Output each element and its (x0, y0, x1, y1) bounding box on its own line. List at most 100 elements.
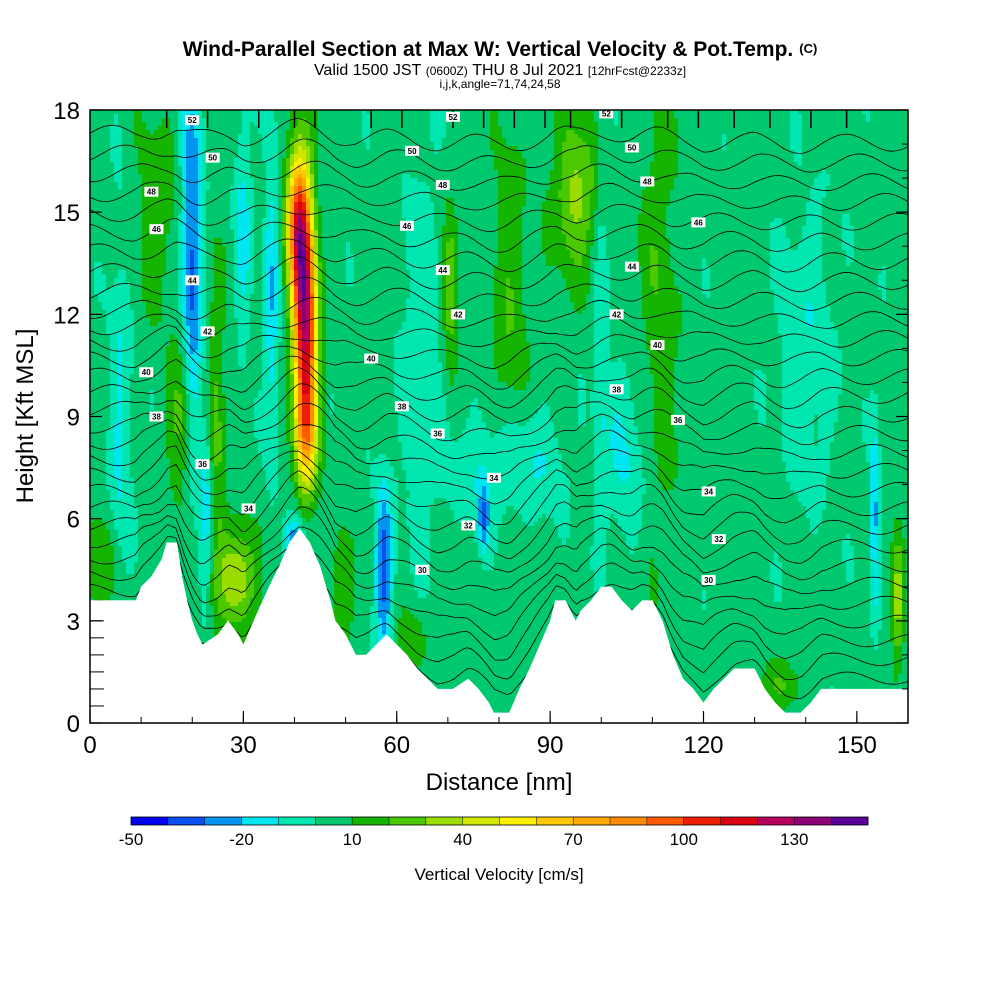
contour-label: 48 (436, 180, 450, 190)
colorbar-tick-label: 10 (343, 830, 362, 849)
contour-label: 44 (185, 275, 199, 285)
contour-label-text: 42 (454, 310, 463, 319)
y-tick-label: 6 (67, 507, 80, 534)
contour-label-text: 46 (152, 225, 161, 234)
contour-label: 34 (487, 473, 501, 483)
contour-label-text: 36 (198, 460, 207, 469)
grid-info: i,j,k,angle=71,74,24,58 (439, 77, 560, 91)
colorbar-swatch (721, 817, 758, 825)
contour-label-text: 52 (602, 109, 611, 118)
contour-label-text: 44 (188, 276, 197, 285)
contour-label-text: 30 (418, 566, 427, 575)
contour-label-text: 30 (704, 576, 713, 585)
colorbar-swatch (794, 817, 831, 825)
contour-label: 44 (625, 262, 639, 272)
contour-label: 40 (650, 340, 664, 350)
contour-label-text: 44 (438, 266, 447, 275)
colorbar-swatch (684, 817, 721, 825)
colorbar-swatch (757, 817, 794, 825)
colorbar: -50 -20 10 40 70 100 130 (119, 817, 869, 849)
contour-label-text: 34 (244, 504, 253, 513)
chart-title: Wind-Parallel Section at Max W: Vertical… (183, 38, 818, 61)
contour-label: 36 (671, 415, 685, 425)
contour-label: 42 (201, 326, 215, 336)
x-tick-label: 150 (837, 732, 877, 759)
contour-label: 46 (149, 224, 163, 234)
colorbar-swatch (205, 817, 242, 825)
colorbar-swatch (352, 817, 389, 825)
y-tick-label: 12 (53, 302, 80, 329)
y-tick-label: 9 (67, 405, 80, 432)
colorbar-swatch (389, 817, 426, 825)
x-tick-label: 0 (83, 732, 96, 759)
contour-label: 44 (436, 265, 450, 275)
contour-label-text: 42 (203, 327, 212, 336)
colorbar-swatch (315, 817, 352, 825)
y-tick-label: 18 (53, 98, 80, 125)
contour-label: 46 (400, 221, 414, 231)
contour-label: 34 (241, 503, 255, 513)
contour-label-text: 52 (449, 113, 458, 122)
contour-label: 30 (415, 565, 429, 575)
colorbar-swatch (168, 817, 205, 825)
contour-label-text: 40 (367, 355, 376, 364)
contour-label: 34 (702, 486, 716, 496)
contour-label-text: 50 (408, 147, 417, 156)
contour-label: 42 (451, 309, 465, 319)
colorbar-swatch (610, 817, 647, 825)
contour-label: 52 (446, 112, 460, 122)
colorbar-tick-label: 130 (780, 830, 808, 849)
contour-label-text: 46 (694, 218, 703, 227)
contour-label: 38 (149, 412, 163, 422)
contour-label: 50 (625, 142, 639, 152)
x-tick-label: 120 (683, 732, 723, 759)
contour-label-text: 48 (438, 181, 447, 190)
colorbar-swatch (242, 817, 279, 825)
contour-label-text: 48 (147, 188, 156, 197)
contour-label: 42 (610, 309, 624, 319)
contour-label: 32 (712, 534, 726, 544)
colorbar-swatch (131, 817, 168, 825)
x-tick-label: 90 (537, 732, 564, 759)
colorbar-swatch (278, 817, 315, 825)
colorbar-tick-label: 100 (670, 830, 698, 849)
contour-label-text: 44 (627, 263, 636, 272)
contour-label-text: 50 (627, 143, 636, 152)
contour-label-text: 34 (704, 487, 713, 496)
contour-label-text: 40 (653, 341, 662, 350)
contour-label-text: 32 (464, 521, 473, 530)
contour-label-text: 36 (433, 430, 442, 439)
contour-label: 38 (610, 384, 624, 394)
colorbar-swatch (463, 817, 500, 825)
y-axis-label: Height [Kft MSL] (12, 329, 39, 504)
contour-label-text: 42 (612, 310, 621, 319)
contour-label-text: 36 (673, 416, 682, 425)
colorbar-swatch (426, 817, 463, 825)
velocity-field (90, 110, 911, 727)
contour-label-text: 52 (188, 116, 197, 125)
colorbar-tick-label: -20 (229, 830, 254, 849)
contour-label-text: 46 (403, 222, 412, 231)
contour-label: 50 (405, 146, 419, 156)
contour-label: 30 (702, 575, 716, 585)
contour-label: 32 (461, 520, 475, 530)
colorbar-tick-label: 70 (564, 830, 583, 849)
contour-label: 50 (206, 153, 220, 163)
contour-label: 40 (139, 367, 153, 377)
contour-label-text: 38 (612, 385, 621, 394)
contour-label-text: 38 (152, 413, 161, 422)
contour-label: 36 (431, 429, 445, 439)
y-tick-label: 15 (53, 200, 80, 227)
colorbar-tick-label: -50 (119, 830, 144, 849)
colorbar-swatch (831, 817, 868, 825)
contour-label: 38 (395, 401, 409, 411)
y-tick-label: 3 (67, 609, 80, 636)
x-tick-label: 30 (230, 732, 257, 759)
contour-label: 48 (144, 187, 158, 197)
colorbar-swatch (500, 817, 537, 825)
contour-label: 52 (185, 115, 199, 125)
colorbar-swatch (647, 817, 684, 825)
colorbar-swatch (536, 817, 573, 825)
contour-label-text: 34 (489, 474, 498, 483)
